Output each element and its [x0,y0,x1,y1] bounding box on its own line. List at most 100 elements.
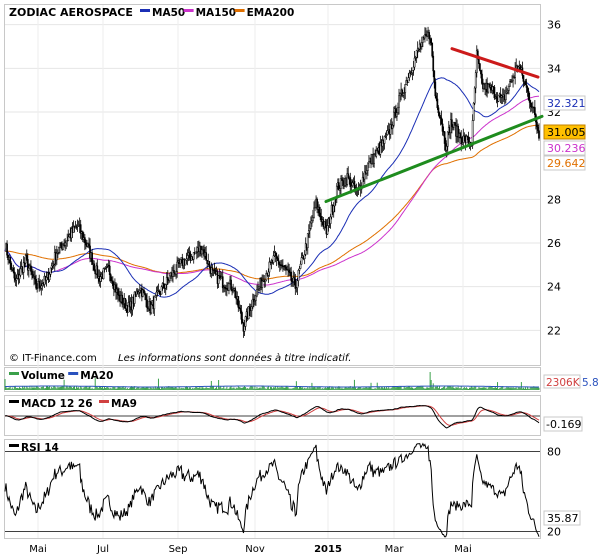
candle-body [91,252,93,265]
candle-body [290,271,293,281]
candle-body [474,72,477,89]
volume-bars [4,372,540,390]
candle-body [35,278,37,289]
candle-body [363,171,366,180]
candle-body [185,258,188,261]
candle-body [367,162,369,171]
ma50-path [4,77,540,298]
candle-body [438,112,441,118]
candle-body [93,263,96,271]
candle-body [150,304,153,314]
time-tick-label: Nov [245,544,265,554]
candle-body [184,259,187,266]
candle-body [443,131,446,144]
candle-body [347,173,350,179]
ema200-path [4,124,540,280]
volume-legend-label: Volume [21,370,65,382]
value-tag-box [543,155,586,171]
candle-body [52,263,55,265]
candle-body [160,286,163,295]
value-tag-box [543,124,586,140]
candle-body [111,280,114,286]
candle-body [65,240,68,244]
candle-body [522,75,525,82]
candle-body [383,136,386,144]
candle-body [218,275,221,279]
candle-body [415,50,418,58]
candle-body [172,270,174,277]
candle-body [248,306,251,310]
value-tag-text: 32.321 [547,97,586,110]
candle-body [479,63,481,71]
candle-body [60,242,62,247]
candle-body [6,243,8,256]
candle-body [332,205,335,213]
candle-body [251,298,254,308]
candle-body [145,294,147,301]
candle-body [412,66,415,71]
volume-ma20-tag-text: 5.8 [582,377,599,389]
candle-body [230,279,232,290]
candle-body [85,242,87,246]
candle-body [434,81,437,97]
candle-body [186,255,189,259]
candle-body [269,261,272,263]
candle-body [109,274,112,282]
ma50-line [4,77,540,298]
candle-body [108,265,111,275]
candle-body [217,275,220,284]
candle-body [373,153,375,164]
candle-body [247,306,250,320]
candle-body [487,84,490,93]
candle-body [243,326,246,332]
volume-legend-swatch [9,372,19,375]
candle-body [385,134,388,136]
candle-body [310,222,312,229]
candle-body [538,130,540,139]
candle-body [89,245,91,259]
candle-body [115,284,117,293]
candle-body [144,292,146,296]
candle-body [519,65,522,70]
candle-body [254,300,256,302]
candle-body [410,72,413,74]
candle-body [402,93,405,96]
candle-body [26,259,29,271]
candle-body [397,106,399,113]
candle-body [294,278,297,289]
candle-body [137,291,140,295]
copyright-text: © IT-Finance.com [9,353,97,364]
candle-body [459,133,462,138]
candle-body [274,252,277,257]
candle-body [396,112,398,117]
candle-body [107,264,110,267]
candle-body [275,255,278,259]
candle-body [473,87,476,104]
candle-body [401,89,403,96]
legend-label: MA50 [152,7,185,19]
candle-body [238,307,241,309]
candle-body [384,135,387,137]
candle-body [386,130,389,135]
candle-body [241,319,244,324]
candle-body [143,289,145,294]
candle-body [211,267,214,270]
candle-body [58,246,60,253]
candle-body [237,296,240,308]
volume-tag-text: 2306K [546,377,581,389]
candle-body [439,116,442,119]
macd-tag-text: -0.169 [546,418,581,431]
value-tag-text: 30.236 [547,142,586,155]
legend-label: MA150 [196,7,237,19]
candle-body [27,267,30,271]
candle-body [22,262,25,273]
candle-body [162,283,165,288]
candle-body [297,270,300,281]
candle-body [234,288,237,298]
candle-body [285,266,287,270]
candle-body [250,306,253,311]
time-tick-label: Sep [169,544,188,554]
candle-body [308,228,311,231]
